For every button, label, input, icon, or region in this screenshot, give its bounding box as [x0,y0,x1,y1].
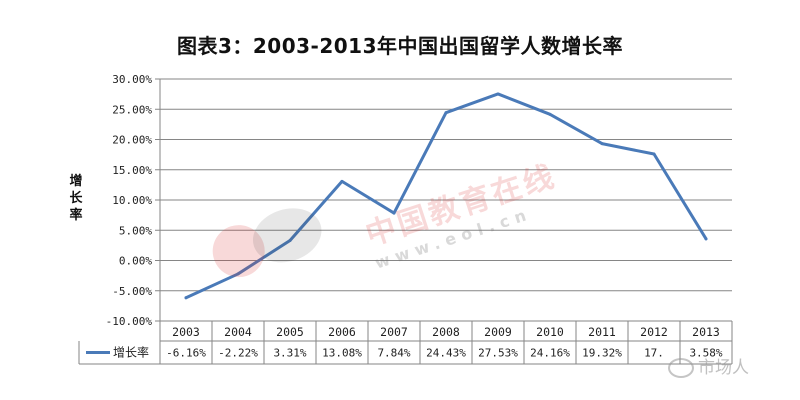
data-point [444,111,448,115]
data-point [548,112,552,116]
x-category-label: 2003 [172,325,200,339]
data-point [496,92,500,96]
x-category-label: 2004 [224,325,252,339]
y-axis-label: 增长率 [63,173,89,224]
data-point [652,152,656,156]
x-category-label: 2011 [588,325,616,339]
x-category-label: 2012 [640,325,668,339]
x-category-label: 2008 [432,325,460,339]
y-axis-label-char: 率 [69,208,83,223]
data-point [184,296,188,300]
y-tick-label: 30.00% [112,73,152,86]
x-category-label: 2007 [380,325,408,339]
x-category-label: 2005 [276,325,304,339]
data-point [704,237,708,241]
y-axis-label-char: 长 [69,191,83,206]
data-table-value: 27.53% [478,347,518,360]
data-table-value: 3.58% [689,347,722,360]
corner-watermark: 市场人 [668,353,788,378]
y-tick-label: 10.00% [112,194,152,207]
legend-series-label: 增长率 [113,345,149,360]
x-category-label: 2009 [484,325,512,339]
data-table-value: 7.84% [377,347,410,360]
y-tick-label: 5.00% [119,224,152,237]
data-table-value: 24.16% [530,347,570,360]
y-tick-label: 25.00% [112,103,152,116]
data-table-value: -6.16% [166,347,206,360]
chart-title: 图表3：2003-2013年中国出国留学人数增长率 [176,34,624,58]
data-table-value: -2.22% [218,347,258,360]
y-tick-label: 20.00% [112,134,152,147]
data-point [340,179,344,183]
chat-bubble-icon [668,358,694,378]
data-table-value: 13.08% [322,347,362,360]
data-table-value: 19.32% [582,347,622,360]
y-tick-label: -10.00% [106,315,153,328]
x-category-label: 2013 [692,325,720,339]
series-line-growth-rate [184,92,708,300]
x-category-label: 2006 [328,325,356,339]
data-point [288,238,292,242]
data-point [236,272,240,276]
data-table-value: 24.43% [426,347,466,360]
y-tick-label: 0.00% [119,255,152,268]
data-table-value: 3.31% [273,347,306,360]
data-point [392,211,396,215]
corner-watermark-text: 市场人 [698,358,749,378]
y-axis-label-char: 增 [69,174,83,189]
data-point [600,142,604,146]
y-tick-label: -5.00% [112,285,152,298]
data-table-value: 17. [644,347,664,360]
x-category-label: 2010 [536,325,564,339]
y-tick-label: 15.00% [112,164,152,177]
